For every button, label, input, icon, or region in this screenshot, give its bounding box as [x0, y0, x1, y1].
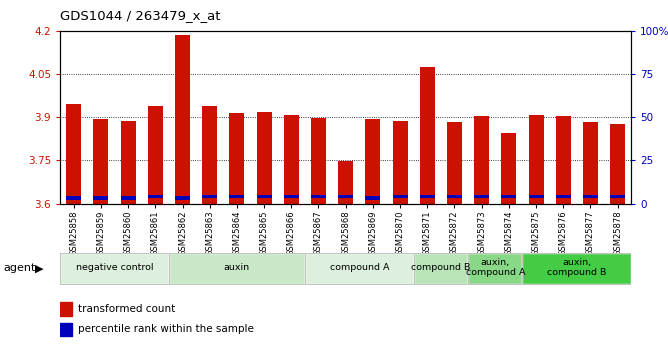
Text: agent: agent: [3, 264, 35, 273]
Bar: [393, 195, 407, 198]
Bar: [175, 36, 190, 204]
Bar: [60, 253, 169, 284]
Bar: [175, 196, 190, 200]
Bar: [474, 116, 489, 204]
Bar: [365, 196, 380, 200]
Bar: [468, 253, 522, 284]
Bar: [468, 253, 522, 284]
Bar: [420, 195, 435, 198]
Bar: [528, 115, 544, 204]
Bar: [229, 113, 244, 204]
Text: auxin,
compound B: auxin, compound B: [547, 258, 607, 277]
Bar: [522, 253, 631, 284]
Bar: [447, 195, 462, 198]
Bar: [66, 104, 81, 204]
Bar: [66, 196, 81, 200]
Bar: [148, 106, 163, 204]
Bar: [94, 119, 108, 204]
Bar: [169, 253, 305, 284]
Bar: [257, 112, 272, 204]
Text: percentile rank within the sample: percentile rank within the sample: [79, 324, 255, 334]
Bar: [284, 115, 299, 204]
Bar: [94, 196, 108, 200]
Bar: [284, 195, 299, 198]
Bar: [610, 195, 625, 198]
Bar: [413, 253, 468, 284]
Bar: [556, 195, 570, 198]
Bar: [556, 116, 570, 204]
Bar: [413, 253, 468, 284]
Bar: [502, 195, 516, 198]
Bar: [338, 195, 353, 198]
Bar: [257, 195, 272, 198]
Text: auxin: auxin: [224, 263, 250, 272]
Bar: [202, 106, 217, 204]
Text: compound A: compound A: [329, 263, 389, 272]
Bar: [305, 253, 413, 284]
Bar: [522, 253, 631, 284]
Bar: [420, 67, 435, 204]
Text: compound B: compound B: [411, 263, 470, 272]
Bar: [305, 253, 413, 284]
Bar: [365, 119, 380, 204]
Bar: [338, 161, 353, 204]
Bar: [148, 195, 163, 198]
Bar: [528, 195, 544, 198]
Bar: [60, 253, 169, 284]
Text: negative control: negative control: [75, 263, 153, 272]
Bar: [121, 196, 136, 200]
Bar: [229, 195, 244, 198]
Bar: [311, 118, 326, 204]
Text: transformed count: transformed count: [79, 304, 176, 314]
Bar: [202, 195, 217, 198]
Bar: [447, 122, 462, 204]
Bar: [60, 323, 72, 336]
Bar: [311, 195, 326, 198]
Bar: [169, 253, 305, 284]
Bar: [583, 195, 598, 198]
Text: GDS1044 / 263479_x_at: GDS1044 / 263479_x_at: [60, 9, 220, 22]
Bar: [474, 195, 489, 198]
Bar: [393, 121, 407, 204]
Bar: [121, 121, 136, 204]
Bar: [583, 122, 598, 204]
Text: ▶: ▶: [35, 264, 43, 273]
Bar: [502, 133, 516, 204]
Bar: [60, 302, 72, 316]
Text: auxin,
compound A: auxin, compound A: [466, 258, 525, 277]
Bar: [610, 125, 625, 204]
